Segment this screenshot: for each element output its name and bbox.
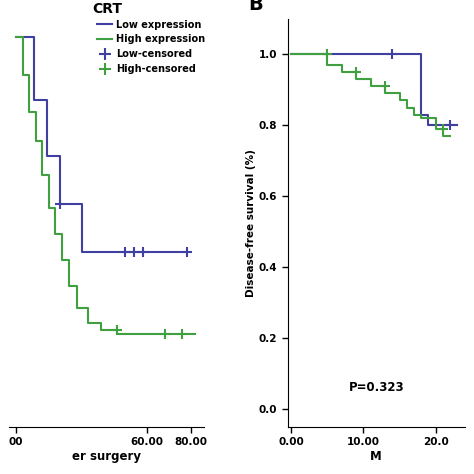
Text: P=0.323: P=0.323 bbox=[349, 381, 405, 394]
X-axis label: er surgery: er surgery bbox=[72, 450, 141, 463]
X-axis label: M: M bbox=[370, 450, 382, 463]
Title: CRT: CRT bbox=[92, 2, 122, 17]
Text: B: B bbox=[249, 0, 264, 13]
Legend: Low expression, High expression, Low-censored, High-censored: Low expression, High expression, Low-cen… bbox=[93, 16, 209, 78]
Y-axis label: Disease-free survival (%): Disease-free survival (%) bbox=[246, 149, 256, 297]
